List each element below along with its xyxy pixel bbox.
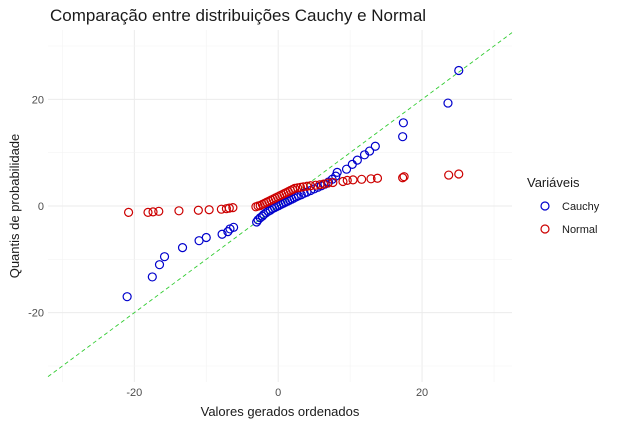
data-point-normal [372, 173, 383, 183]
y-tick-label: 20 [32, 94, 44, 106]
data-point-normal [318, 179, 329, 189]
data-point-normal [328, 177, 338, 188]
data-point-cauchy [217, 229, 227, 239]
y-tick-label: -20 [28, 308, 44, 320]
legend-label-normal: Normal [562, 224, 597, 236]
data-point-cauchy [147, 272, 157, 282]
legend-key-normal [540, 224, 550, 234]
legend-title: Variáveis [527, 175, 580, 190]
data-point-normal [305, 181, 316, 191]
data-point-normal [444, 170, 454, 180]
data-point-normal [454, 169, 464, 179]
data-point-normal [154, 206, 164, 216]
data-point-normal [148, 207, 158, 217]
legend-label-cauchy: Cauchy [562, 201, 600, 213]
data-point-cauchy [332, 167, 342, 177]
data-point-cauchy [352, 155, 362, 165]
data-point-normal [298, 182, 308, 192]
x-tick-label: 0 [275, 387, 281, 399]
data-point-normal [357, 174, 367, 184]
data-point-cauchy [454, 65, 464, 76]
data-point-normal [204, 205, 214, 215]
data-point-cauchy [398, 132, 408, 142]
data-point-cauchy [201, 232, 211, 243]
chart-title: Comparação entre distribuições Cauchy e … [50, 6, 427, 25]
data-point-normal [323, 178, 333, 188]
y-axis-title: Quantis de probabilidade [7, 134, 22, 279]
data-point-normal [342, 175, 352, 185]
data-point-cauchy [398, 118, 408, 128]
data-point-cauchy [443, 98, 453, 108]
data-point-normal [366, 174, 376, 184]
data-point-cauchy [154, 260, 165, 270]
data-point-cauchy [364, 146, 375, 156]
legend: Variáveis Cauchy Normal [527, 175, 600, 236]
points-layer [122, 65, 464, 302]
data-point-normal [193, 205, 203, 215]
data-point-normal [348, 175, 358, 185]
x-axis-title: Valores gerados ordenados [201, 404, 360, 419]
data-point-normal [123, 207, 134, 217]
legend-items: Cauchy Normal [540, 201, 600, 236]
data-point-normal [228, 203, 238, 213]
legend-key-cauchy [540, 201, 550, 211]
data-point-cauchy [122, 292, 132, 302]
data-point-normal [302, 181, 312, 191]
data-point-cauchy [347, 159, 357, 169]
tick-labels-layer: -20 0 20 -20 0 20 [28, 94, 428, 399]
data-point-cauchy [370, 141, 380, 151]
x-tick-label: 20 [416, 387, 428, 399]
data-point-cauchy [177, 243, 188, 253]
data-point-cauchy [223, 227, 233, 237]
data-point-normal [399, 172, 409, 182]
data-point-cauchy [229, 222, 239, 232]
x-tick-label: -20 [126, 387, 142, 399]
data-point-normal [174, 206, 184, 216]
data-point-normal [338, 176, 348, 187]
data-point-normal [398, 173, 408, 183]
data-point-normal [224, 203, 234, 213]
y-tick-label: 0 [38, 201, 44, 213]
data-point-cauchy [341, 164, 352, 174]
data-point-normal [143, 207, 153, 217]
data-point-cauchy [159, 252, 170, 262]
